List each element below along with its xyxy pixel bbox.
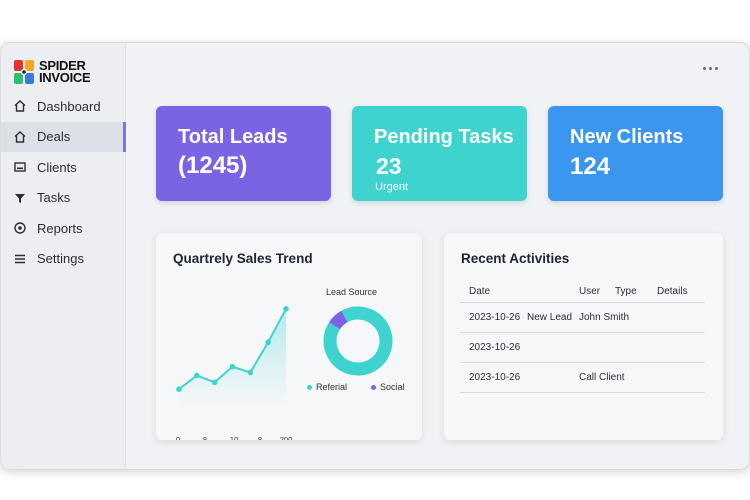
- home-icon: [13, 99, 27, 113]
- cell-date: 2023-10-26: [469, 312, 521, 323]
- column-header-user[interactable]: User: [579, 286, 601, 297]
- x-tick-label: 10: [230, 435, 238, 440]
- data-point[interactable]: [247, 369, 254, 376]
- card-title: Total Leads: [178, 126, 288, 148]
- column-header-date[interactable]: Date: [469, 286, 491, 297]
- more-options-button[interactable]: [695, 59, 725, 77]
- sidebar-item-clients[interactable]: Clients: [1, 152, 126, 183]
- data-point[interactable]: [194, 372, 200, 379]
- card-title: Pending Tasks: [374, 126, 514, 148]
- cell-user: John Smith: [579, 312, 630, 323]
- sidebar-item-reports[interactable]: Reports: [1, 213, 126, 244]
- card-title: New Clients: [570, 126, 684, 148]
- activity-table: Date User Type Details 2023-10-26 New Le…: [460, 281, 705, 393]
- new-clients-card[interactable]: New Clients 124: [548, 106, 723, 201]
- brand-name: SPIDER INVOICE: [39, 58, 91, 85]
- panel-title: Recent Activities: [461, 251, 570, 266]
- cell-type: New Lead: [527, 312, 573, 323]
- x-tick-label: 8: [203, 435, 207, 440]
- total-leads-card[interactable]: Total Leads (1245): [156, 106, 331, 201]
- panel-title: Quartrely Sales Trend: [173, 251, 313, 266]
- target-icon: [13, 221, 27, 235]
- donut-slice-referial[interactable]: [320, 303, 396, 379]
- table-row[interactable]: 2023-10-26: [460, 333, 705, 363]
- card-icon: [13, 160, 27, 174]
- sidebar-item-settings[interactable]: Settings: [1, 244, 126, 275]
- app-window: SPIDER INVOICE Dashboard Deals: [0, 42, 750, 470]
- sales-trend-panel: Quartrely Sales Trend 0 8 10 8 200 Lead Sour…: [156, 233, 422, 440]
- more-dots-icon: [708, 66, 712, 70]
- sidebar-item-label: Dashboard: [37, 98, 101, 114]
- card-value: 124: [570, 153, 611, 180]
- sidebar-item-label: Tasks: [37, 190, 71, 206]
- table-row[interactable]: 2023-10-26 New Lead John Smith: [460, 303, 705, 333]
- brand-logo[interactable]: SPIDER INVOICE: [13, 59, 113, 85]
- legend-swatch: [307, 384, 312, 390]
- more-dots-icon: [714, 66, 718, 70]
- funnel-icon: [13, 191, 27, 205]
- card-value: 23: [376, 153, 402, 179]
- table-header: Date User Type Details: [460, 281, 705, 303]
- data-point[interactable]: [176, 386, 182, 392]
- legend-item-social: Social: [371, 382, 405, 392]
- spider-logo-icon: [14, 60, 34, 84]
- legend-swatch: [371, 384, 376, 390]
- legend-label: Referial: [316, 382, 348, 392]
- sidebar-item-deals[interactable]: Deals: [1, 121, 126, 152]
- sidebar-item-dashboard[interactable]: Dashboard: [1, 91, 126, 122]
- cell-date: 2023-10-26: [469, 372, 521, 383]
- legend-label: Social: [380, 382, 405, 392]
- series-area: [179, 308, 286, 407]
- x-tick-label: 8: [258, 435, 262, 440]
- legend-item-referral: Referial: [307, 382, 347, 392]
- sidebar-item-label: Reports: [37, 220, 83, 236]
- data-point[interactable]: [229, 363, 236, 370]
- more-dots-icon: [702, 66, 706, 70]
- recent-activities-panel: Recent Activities Date User Type Details…: [444, 233, 723, 440]
- lead-source-donut-chart: [320, 303, 396, 379]
- table-row[interactable]: 2023-10-26 Call Client: [460, 363, 705, 393]
- cell-user: Call Client: [579, 372, 625, 383]
- sidebar: SPIDER INVOICE Dashboard Deals: [1, 43, 126, 469]
- x-tick-label: 200: [280, 435, 293, 440]
- donut-slice-social[interactable]: [320, 303, 396, 379]
- donut-title: Lead Source: [326, 287, 378, 297]
- sidebar-item-label: Deals: [37, 129, 71, 145]
- sidebar-item-label: Clients: [37, 159, 77, 175]
- data-point[interactable]: [283, 306, 289, 312]
- sidebar-item-tasks[interactable]: Tasks: [1, 183, 126, 214]
- data-point[interactable]: [211, 379, 218, 386]
- card-subtitle: Urgent: [375, 181, 409, 193]
- sidebar-item-label: Settings: [37, 251, 84, 267]
- card-value: (1245): [178, 152, 248, 179]
- cell-date: 2023-10-26: [469, 342, 521, 353]
- menu-icon: [13, 252, 27, 266]
- sidebar-nav: Dashboard Deals Clients Tasks: [1, 91, 126, 274]
- column-header-type[interactable]: Type: [615, 286, 637, 297]
- sales-line-chart: 0 8 10 8 200: [176, 306, 293, 440]
- brand-line-2: INVOICE: [39, 70, 91, 85]
- x-tick-label: 0: [176, 435, 180, 440]
- pending-tasks-card[interactable]: Pending Tasks 23 Urgent: [352, 106, 527, 201]
- column-header-details[interactable]: Details: [657, 286, 688, 297]
- data-point[interactable]: [265, 339, 271, 345]
- home-icon: [13, 130, 27, 144]
- brand-line-1: SPIDER: [39, 58, 86, 73]
